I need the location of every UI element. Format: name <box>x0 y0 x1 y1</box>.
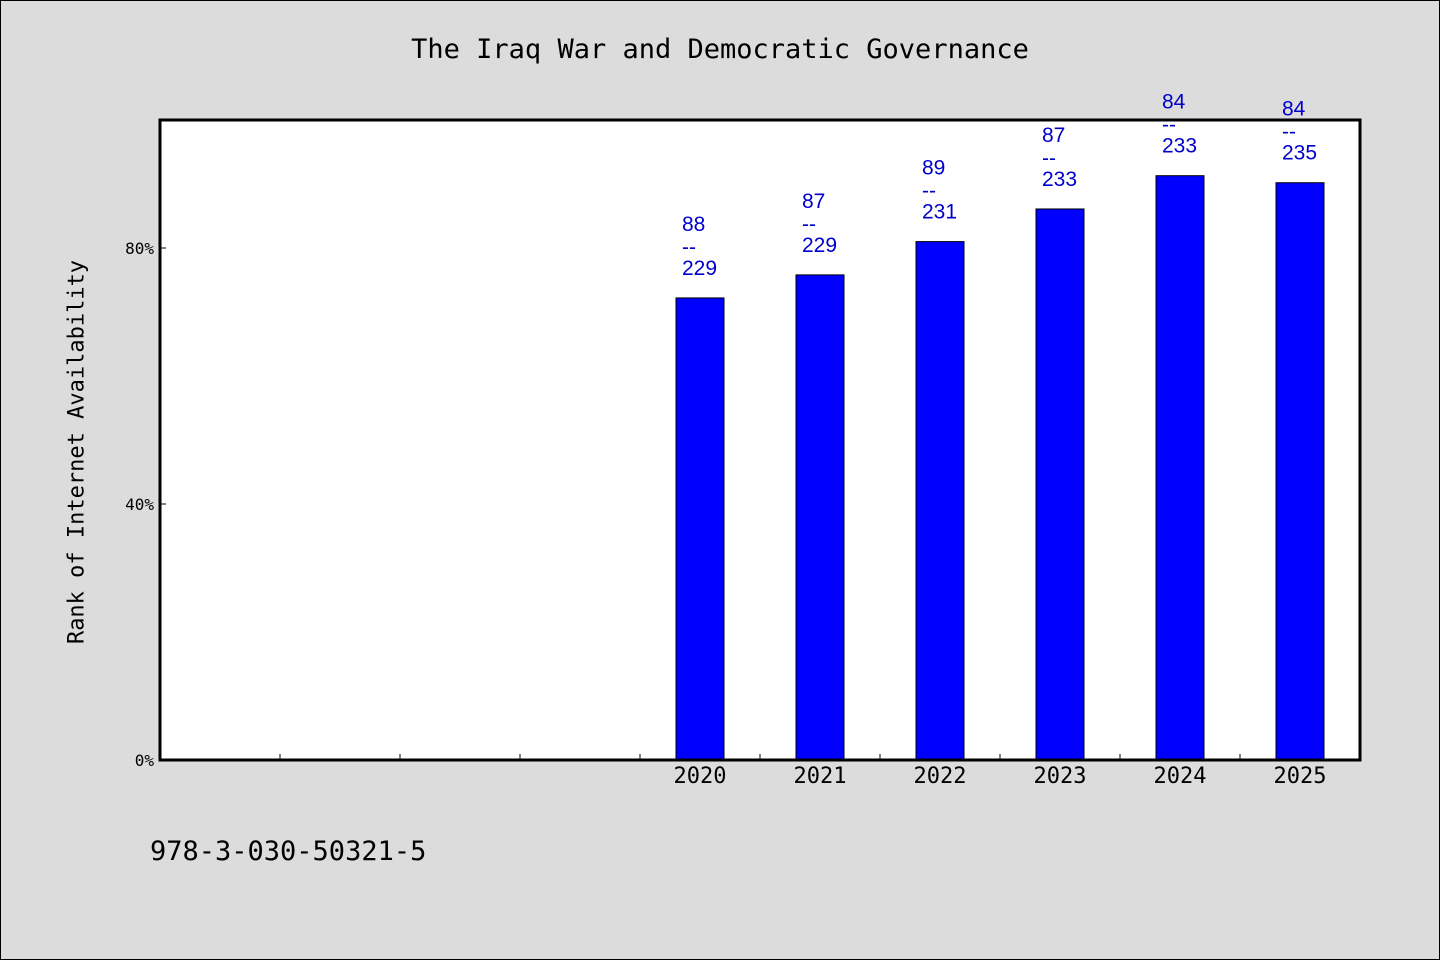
data-label-rank: 87 <box>1042 124 1065 147</box>
data-label-separator: -- <box>1042 147 1056 170</box>
bar-2022 <box>915 241 965 761</box>
y-tick-label: 40% <box>125 495 154 514</box>
x-tick-label-2022: 2022 <box>914 764 967 789</box>
x-tick-label-2023: 2023 <box>1034 764 1087 789</box>
plot-border <box>158 118 1362 762</box>
data-label-total: 229 <box>802 234 837 257</box>
data-label-rank: 84 <box>1282 98 1306 121</box>
data-label-total: 231 <box>922 201 957 224</box>
data-label-separator: -- <box>922 180 936 203</box>
x-tick-label-2025: 2025 <box>1274 764 1327 789</box>
isbn-text: 978-3-030-50321-5 <box>150 836 427 867</box>
data-label-separator: -- <box>1282 121 1296 144</box>
data-label-rank: 84 <box>1162 91 1186 114</box>
data-label-rank: 88 <box>682 213 705 236</box>
bar-2025 <box>1275 182 1325 761</box>
x-tick-label-2021: 2021 <box>794 764 847 789</box>
data-label-total: 233 <box>1042 168 1077 191</box>
x-tick-label-2024: 2024 <box>1154 764 1207 789</box>
data-label-total: 235 <box>1282 142 1317 165</box>
data-label-separator: -- <box>802 213 816 236</box>
y-tick-label: 0% <box>135 751 155 770</box>
bar-2023 <box>1035 208 1085 761</box>
data-label-total: 233 <box>1162 135 1197 158</box>
bar-2020 <box>675 297 725 761</box>
y-tick-label: 80% <box>125 239 154 258</box>
data-label-separator: -- <box>682 236 696 259</box>
data-label-total: 229 <box>682 257 717 280</box>
bar-2021 <box>795 274 845 761</box>
data-label-separator: -- <box>1162 114 1176 137</box>
data-label-rank: 87 <box>802 190 825 213</box>
x-tick-label-2020: 2020 <box>674 764 727 789</box>
chart-title: The Iraq War and Democratic Governance <box>411 34 1029 65</box>
data-label-rank: 89 <box>922 157 945 180</box>
bar-2024 <box>1155 175 1205 761</box>
